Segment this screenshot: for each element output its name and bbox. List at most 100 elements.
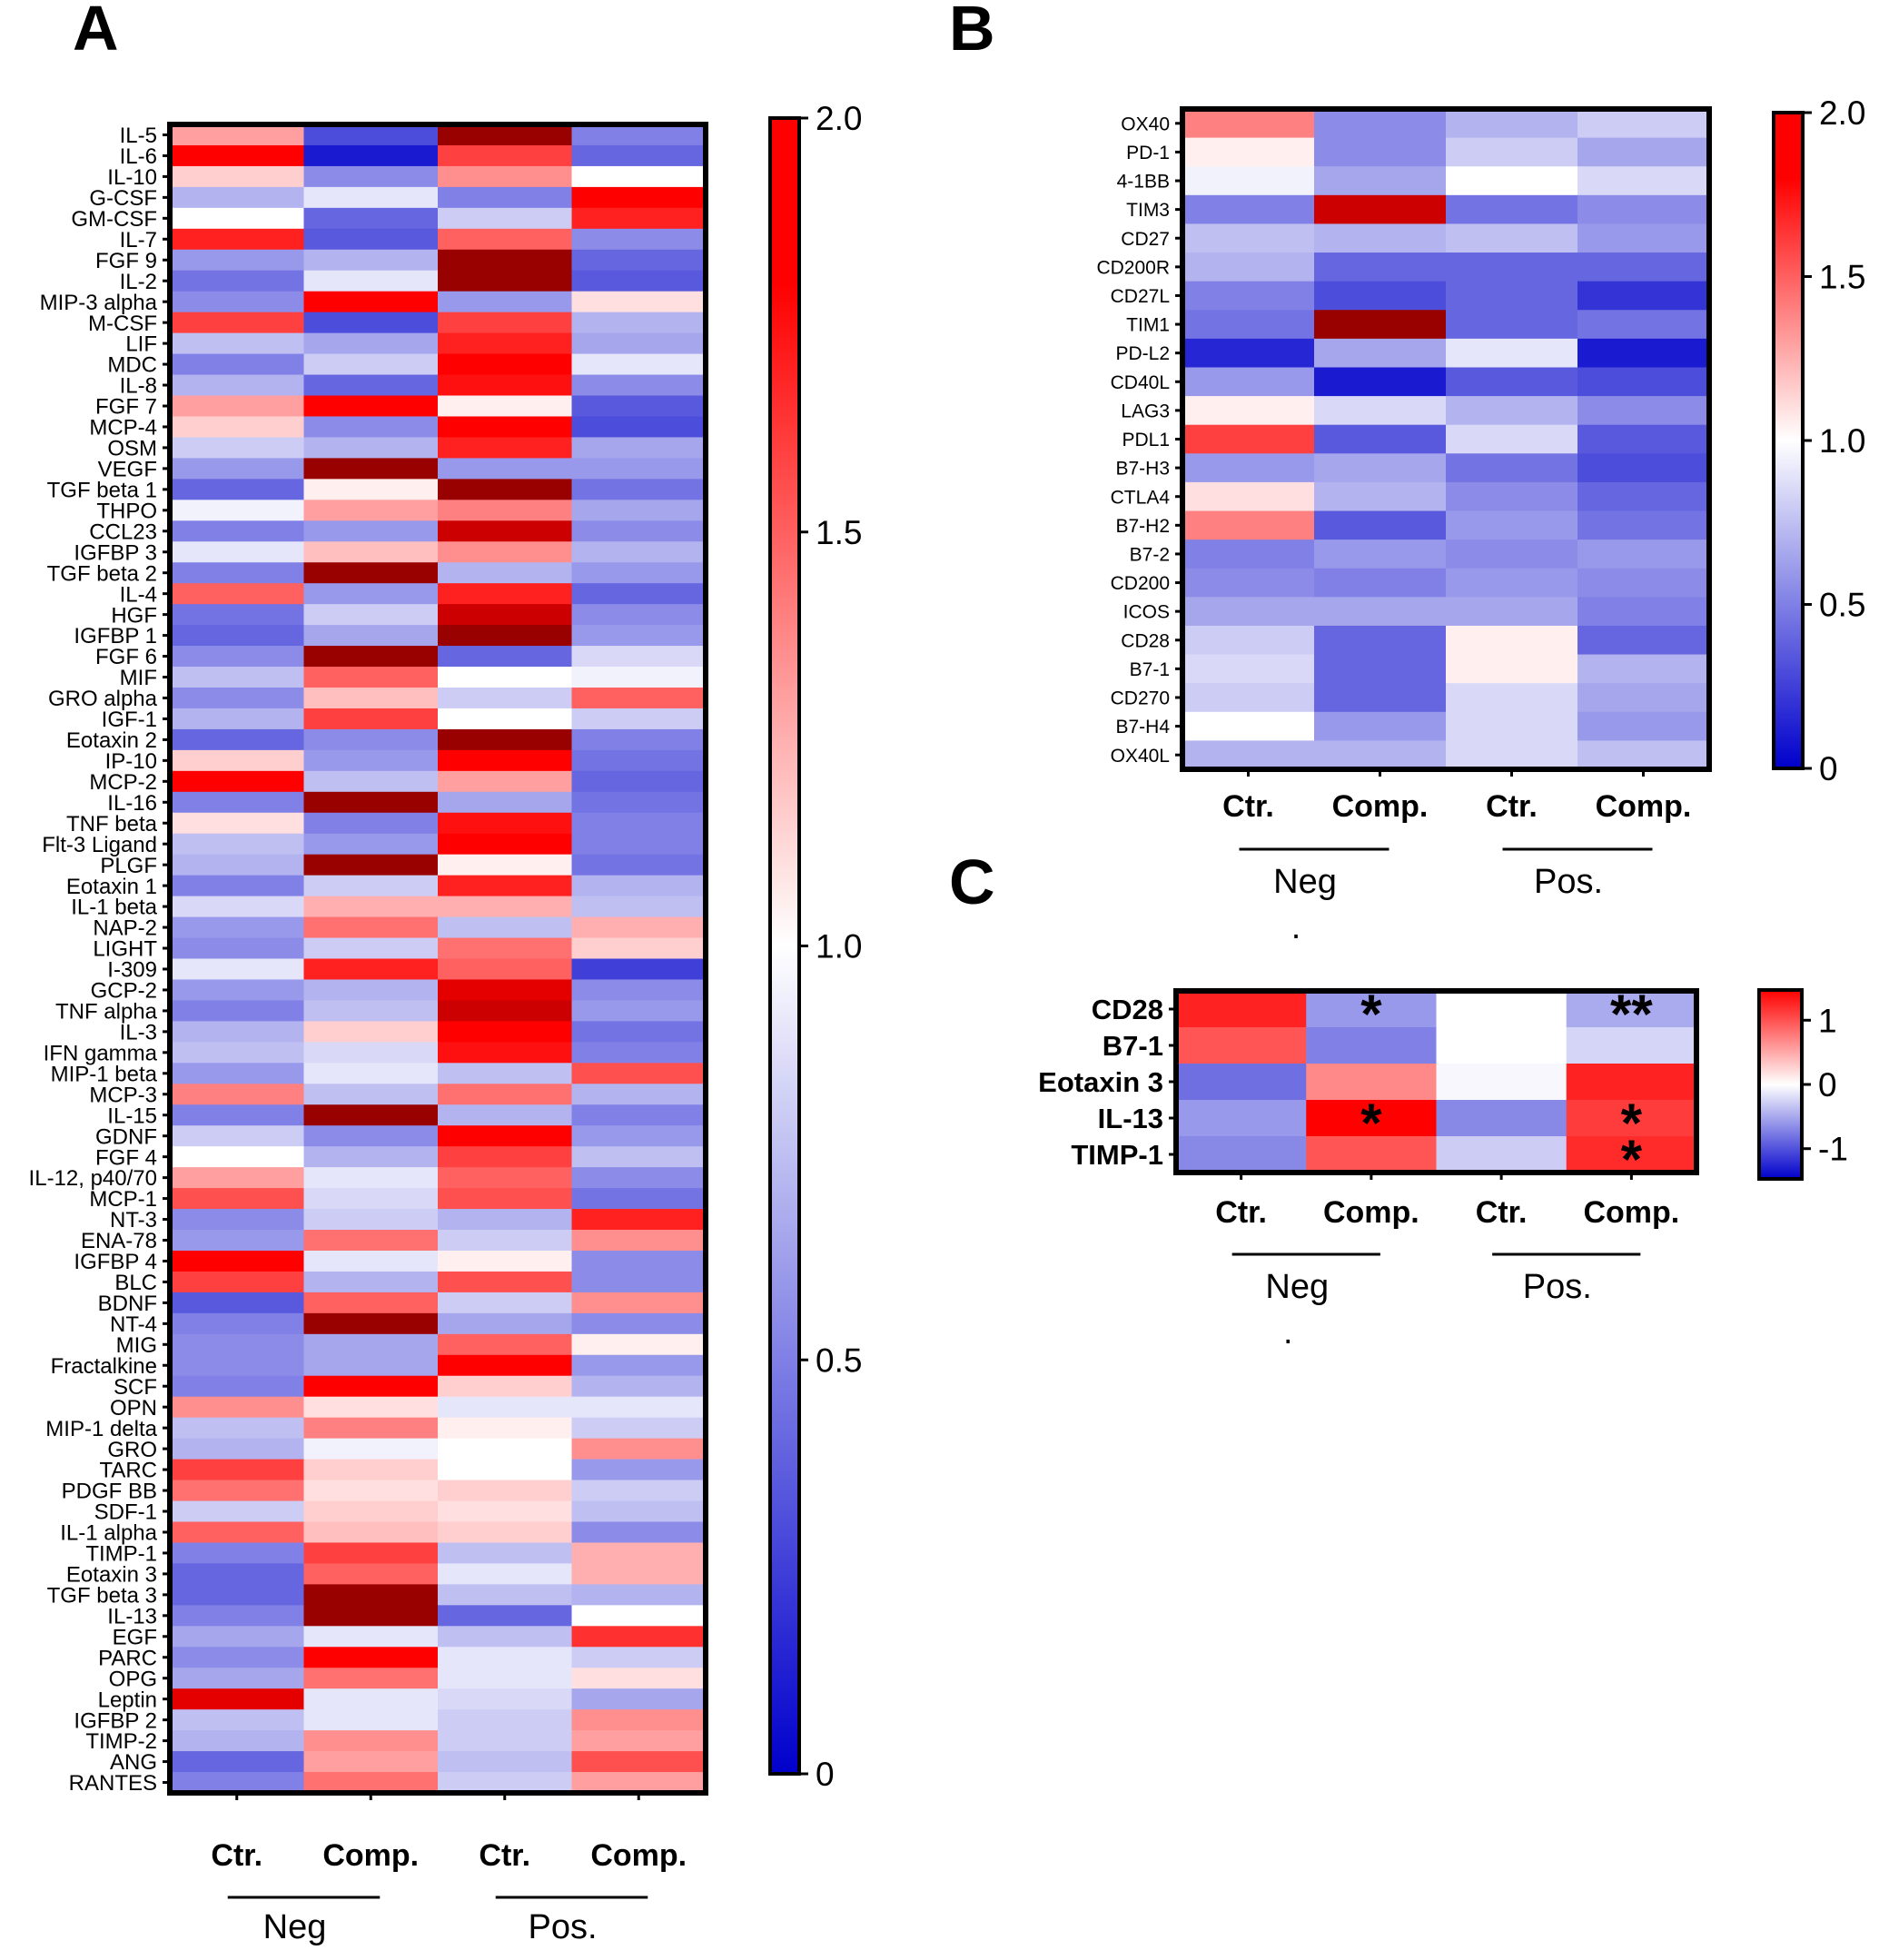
b-colorbar-label: 2.0	[1819, 94, 1865, 132]
a-cell-nap-2-col1	[170, 916, 305, 939]
a-cell-timp-2-col4	[571, 1730, 707, 1752]
a-cell-mcp-1-col4	[571, 1188, 707, 1210]
a-col-label-4: Comp.	[590, 1838, 687, 1873]
a-cell-il-1-alpha-col3	[438, 1521, 573, 1544]
a-cell-igf-1-col3	[438, 708, 573, 730]
a-row-label-scf: SCF	[114, 1375, 157, 1400]
c-group-note: .	[1283, 1313, 1293, 1351]
a-cell-flt-3-ligand-col3	[438, 833, 573, 856]
b-cell-cd28-col2	[1314, 625, 1447, 656]
a-cell-il-13-col1	[170, 1605, 305, 1627]
a-row-label-ifn-gamma: IFN gamma	[44, 1041, 158, 1065]
a-cell-il-2-col1	[170, 270, 305, 292]
b-cell-b7-h4-col1	[1182, 711, 1315, 741]
a-cell-fgf-4-col4	[571, 1146, 707, 1168]
a-cell-opg-col2	[303, 1668, 439, 1689]
a-cell-ena-78-col2	[303, 1230, 439, 1252]
b-cell-cd27l-col4	[1577, 281, 1710, 311]
a-cell-il-2-col4	[571, 270, 707, 292]
a-row-label-gm-csf: GM-CSF	[71, 207, 157, 232]
a-cell-osm-col4	[571, 437, 707, 459]
b-row-label-ctla4: CTLA4	[1111, 487, 1171, 508]
a-cell-mcp-4-col4	[571, 416, 707, 439]
b-cell-icos-col4	[1577, 597, 1710, 627]
b-cell-cd270-col3	[1446, 683, 1578, 713]
a-cell-mip-1-beta-col1	[170, 1063, 305, 1084]
a-cell-eotaxin-2-col1	[170, 728, 305, 751]
a-cell-egf-col1	[170, 1626, 305, 1648]
a-cell-thpo-col3	[438, 500, 573, 521]
a-cell-mcp-3-col1	[170, 1084, 305, 1105]
a-cell-blc-col3	[438, 1271, 573, 1293]
a-cell-il-6-col1	[170, 144, 305, 167]
b-cell-cd200r-col1	[1182, 252, 1315, 282]
a-cell-tgf-beta-3-col3	[438, 1584, 573, 1606]
a-cell-g-csf-col1	[170, 186, 305, 209]
a-cell-opg-col4	[571, 1668, 707, 1689]
c-row-label-cd28: CD28	[1092, 994, 1163, 1025]
a-cell-il-10-col1	[170, 165, 305, 188]
b-cell-icos-col1	[1182, 597, 1315, 627]
a-cell-tnf-alpha-col2	[303, 1000, 439, 1022]
b-cell-b7-h3-col2	[1314, 453, 1447, 483]
a-cell-il-13-col4	[571, 1605, 707, 1627]
a-cell-mcp-3-col2	[303, 1084, 439, 1105]
a-cell-sdf-1-col3	[438, 1500, 573, 1523]
b-cell-tim3-col3	[1446, 194, 1578, 225]
a-row-label-il-3: IL-3	[120, 1021, 157, 1045]
a-cell-timp-1-col3	[438, 1542, 573, 1565]
b-row-label-tim1: TIM1	[1126, 315, 1170, 336]
a-cell-bdnf-col4	[571, 1292, 707, 1314]
a-row-label-eotaxin-2: Eotaxin 2	[66, 728, 157, 753]
a-cell-hgf-col1	[170, 604, 305, 626]
b-cell-pdl1-col3	[1446, 424, 1578, 454]
a-cell-ifn-gamma-col1	[170, 1042, 305, 1064]
a-row-label-i-309: I-309	[107, 958, 157, 983]
a-cell-fgf-4-col2	[303, 1146, 439, 1168]
a-cell-leptin-col2	[303, 1688, 439, 1710]
a-cell-il-6-col3	[438, 144, 573, 167]
a-cell-g-csf-col4	[571, 186, 707, 209]
a-cell-tnf-alpha-col1	[170, 1000, 305, 1022]
a-cell-parc-col3	[438, 1647, 573, 1668]
a-cell-thpo-col4	[571, 500, 707, 521]
a-cell-gm-csf-col2	[303, 207, 439, 230]
a-row-label-fractalkine: Fractalkine	[51, 1354, 157, 1379]
b-row-label-pd-l2: PD-L2	[1115, 343, 1170, 364]
a-cell-mip-3-alpha-col2	[303, 291, 439, 313]
b-row-label-b7-h3: B7-H3	[1115, 459, 1170, 480]
a-cell-igfbp-4-col2	[303, 1250, 439, 1272]
a-cell-fgf-9-col3	[438, 249, 573, 272]
a-cell-m-csf-col4	[571, 312, 707, 334]
a-cell-opg-col3	[438, 1668, 573, 1689]
a-cell-fgf-4-col3	[438, 1146, 573, 1168]
a-cell-il-15-col1	[170, 1104, 305, 1126]
a-cell-mcp-1-col2	[303, 1188, 439, 1210]
a-cell-osm-col2	[303, 437, 439, 459]
a-cell-mdc-col2	[303, 353, 439, 376]
a-row-label-eotaxin-3: Eotaxin 3	[66, 1563, 157, 1588]
a-cell-il-15-col3	[438, 1104, 573, 1126]
a-cell-igfbp-2-col2	[303, 1709, 439, 1731]
c-cell-b7-1-col1	[1176, 1027, 1307, 1064]
a-cell-igfbp-3-col3	[438, 541, 573, 563]
a-row-label-mcp-3: MCP-3	[89, 1083, 157, 1107]
a-cell-il-15-col4	[571, 1104, 707, 1126]
a-cell-blc-col1	[170, 1271, 305, 1293]
a-row-label-il-4: IL-4	[120, 582, 157, 607]
a-cell-tgf-beta-2-col2	[303, 562, 439, 584]
b-cell-ox40-col1	[1182, 109, 1315, 139]
a-row-label-il-15: IL-15	[107, 1104, 157, 1128]
a-cell-nt-3-col1	[170, 1209, 305, 1231]
b-cell-cd200-col4	[1577, 568, 1710, 598]
a-cell-il-4-col1	[170, 583, 305, 605]
a-cell-gcp-2-col3	[438, 979, 573, 1002]
a-cell-nt-4-col2	[303, 1312, 439, 1335]
c-col-label-2: Comp.	[1323, 1195, 1419, 1230]
a-cell-thpo-col1	[170, 500, 305, 521]
b-row-label-cd270: CD270	[1111, 688, 1170, 709]
c-cell-eotaxin-3-col4	[1566, 1064, 1697, 1101]
b-cell-b7-h2-col4	[1577, 510, 1710, 540]
a-cell-igfbp-3-col2	[303, 541, 439, 563]
a-cell-gro-alpha-col1	[170, 687, 305, 709]
